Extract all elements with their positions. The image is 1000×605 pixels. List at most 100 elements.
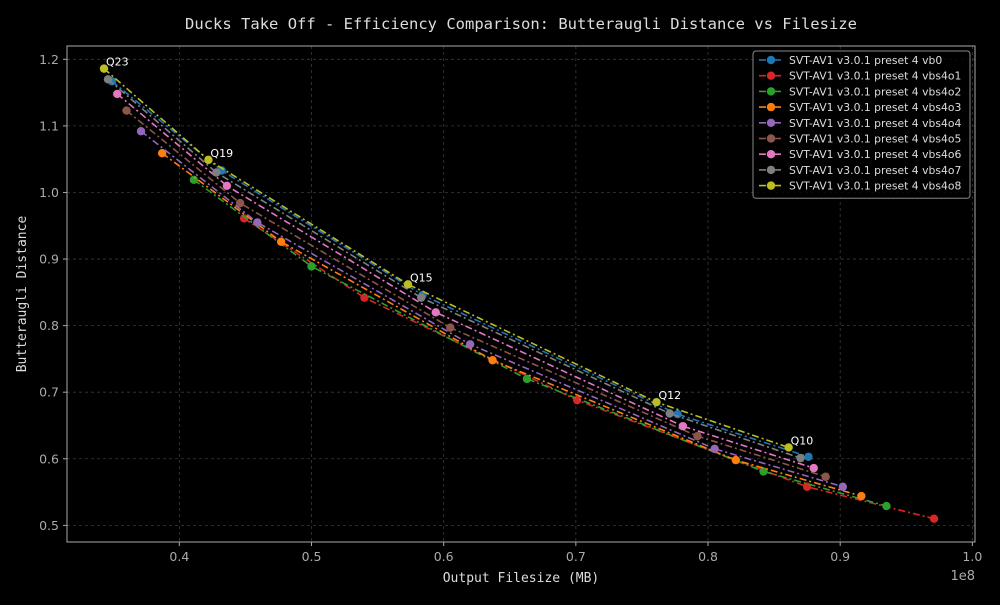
y-tick-label: 1.2 (39, 52, 59, 67)
data-point (189, 175, 199, 185)
data-point (204, 155, 213, 165)
data-point (522, 374, 532, 384)
y-tick-label: 0.7 (39, 385, 59, 400)
x-tick-label: 0.8 (698, 549, 718, 564)
legend-swatch-marker (766, 165, 776, 175)
x-tick-label: 0.5 (302, 549, 322, 564)
x-tick-label: 1.0 (962, 549, 982, 564)
chart-title: Ducks Take Off - Efficiency Comparison: … (185, 15, 857, 33)
annotation-label: Q12 (658, 389, 681, 402)
data-point (759, 467, 768, 476)
annotation-label: Q23 (106, 56, 129, 69)
y-tick-label: 0.6 (39, 451, 59, 466)
data-point (253, 218, 262, 227)
series-line (116, 93, 814, 469)
x-tick-label: 0.6 (434, 549, 454, 564)
legend-swatch-marker (766, 71, 776, 80)
annotation-label: Q15 (410, 271, 433, 284)
series-5 (122, 106, 830, 481)
data-point (136, 127, 146, 136)
annotation-label: Q19 (210, 147, 233, 160)
data-point (307, 262, 316, 271)
legend-swatch-marker (766, 87, 776, 96)
data-point (809, 463, 818, 473)
y-tick-label: 0.8 (39, 318, 59, 333)
annotations: Q23 Q19 Q15 Q12 Q10 (106, 56, 813, 448)
data-point (929, 514, 939, 523)
legend-item: SVT-AV1 v3.0.1 preset 4 vbs4o8 (759, 180, 961, 193)
legend-item: SVT-AV1 v3.0.1 preset 4 vbs4o5 (759, 133, 961, 146)
series-4 (136, 127, 848, 491)
legend-label: SVT-AV1 v3.0.1 preset 4 vbs4o6 (789, 148, 961, 161)
legend-item: SVT-AV1 v3.0.1 preset 4 vbs4o2 (759, 85, 961, 98)
data-point (212, 168, 221, 177)
legend-swatch-marker (766, 118, 776, 128)
annotation-label: Q10 (791, 434, 814, 447)
data-point (678, 421, 688, 431)
data-point (784, 443, 793, 452)
legend-label: SVT-AV1 v3.0.1 preset 4 vbs4o3 (789, 101, 961, 114)
data-point (804, 452, 813, 461)
series-8 (99, 64, 793, 452)
legend-label: SVT-AV1 v3.0.1 preset 4 vb0 (789, 54, 942, 67)
legend-swatch-marker (766, 181, 776, 190)
y-axis-label: Butteraugli Distance (15, 216, 30, 373)
data-point (465, 340, 475, 349)
series-line (193, 179, 887, 507)
data-point (882, 501, 891, 511)
legend-label: SVT-AV1 v3.0.1 preset 4 vbs4o2 (789, 85, 961, 98)
legend-item: SVT-AV1 v3.0.1 preset 4 vbs4o6 (759, 148, 961, 161)
legend-item: SVT-AV1 v3.0.1 preset 4 vb0 (759, 54, 942, 67)
data-point (103, 75, 113, 84)
data-point (431, 308, 440, 317)
legend-swatch-marker (766, 102, 776, 112)
y-tick-label: 0.5 (39, 518, 59, 533)
series-layer (99, 64, 939, 523)
x-tick-label: 0.7 (566, 549, 586, 564)
data-point (417, 293, 426, 302)
legend-item: SVT-AV1 v3.0.1 preset 4 vbs4o7 (759, 164, 961, 177)
y-tick-label: 1.1 (39, 118, 59, 133)
series-6 (113, 89, 818, 473)
legend-item: SVT-AV1 v3.0.1 preset 4 vbs4o1 (759, 70, 961, 83)
data-point (235, 198, 245, 208)
series-line (107, 78, 801, 459)
data-point (731, 455, 740, 465)
legend-item: SVT-AV1 v3.0.1 preset 4 vbs4o3 (759, 101, 961, 114)
data-point (857, 491, 866, 501)
y-tick-label: 1.0 (39, 185, 59, 200)
legend-box (752, 50, 971, 199)
legend-label: SVT-AV1 v3.0.1 preset 4 vbs4o7 (789, 164, 961, 177)
legend-swatch-marker (766, 55, 776, 65)
data-point (403, 280, 413, 289)
x-tick-label: 0.9 (830, 549, 850, 564)
legend-label: SVT-AV1 v3.0.1 preset 4 vbs4o8 (789, 180, 961, 193)
data-point (360, 293, 369, 302)
legend-item: SVT-AV1 v3.0.1 preset 4 vbs4o4 (759, 117, 961, 130)
data-point (99, 64, 109, 73)
data-point (157, 148, 167, 158)
axis-ticks: 0.4 0.5 0.6 0.7 0.8 0.9 1.0 0.5 0.6 0.7 0.8 0.9 1.0 1… (39, 52, 982, 564)
data-point (488, 356, 497, 365)
series-7 (103, 75, 805, 463)
legend-swatch-marker (766, 150, 776, 159)
series-3 (157, 148, 866, 501)
legend-label: SVT-AV1 v3.0.1 preset 4 vbs4o5 (789, 133, 961, 146)
data-point (821, 472, 830, 481)
legend-label: SVT-AV1 v3.0.1 preset 4 vbs4o4 (789, 117, 961, 130)
data-point (113, 89, 122, 99)
x-axis-offset-label: 1e8 (950, 569, 975, 584)
data-point (222, 181, 232, 191)
data-point (652, 397, 661, 407)
x-tick-label: 0.4 (169, 549, 189, 564)
data-point (838, 482, 848, 491)
data-point (665, 409, 674, 418)
data-point (122, 106, 131, 115)
data-point (710, 444, 719, 453)
data-point (446, 323, 455, 332)
series-line (103, 68, 789, 449)
y-tick-label: 0.9 (39, 252, 59, 267)
legend-label: SVT-AV1 v3.0.1 preset 4 vbs4o1 (789, 70, 961, 83)
